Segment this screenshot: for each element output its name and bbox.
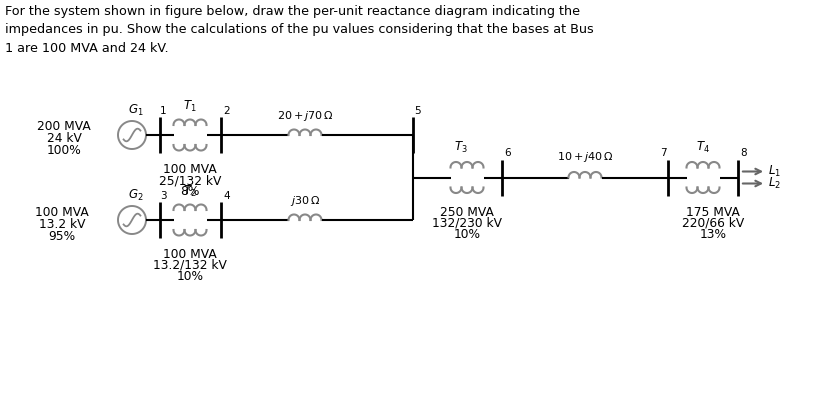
- Text: $L_1$: $L_1$: [768, 164, 781, 179]
- Text: 5: 5: [414, 106, 420, 116]
- Text: 4: 4: [223, 191, 229, 201]
- Text: $G_1$: $G_1$: [128, 103, 144, 118]
- Text: 100 MVA: 100 MVA: [163, 163, 217, 176]
- Text: $T_2$: $T_2$: [183, 184, 197, 199]
- Text: 3: 3: [160, 191, 167, 201]
- Text: 132/230 kV: 132/230 kV: [432, 216, 502, 230]
- Text: 8: 8: [740, 149, 746, 159]
- Text: $T_3$: $T_3$: [454, 140, 467, 156]
- Text: 25/132 kV: 25/132 kV: [159, 174, 221, 187]
- Text: 8%: 8%: [180, 185, 200, 198]
- Text: 200 MVA: 200 MVA: [37, 121, 91, 133]
- Text: 13%: 13%: [699, 228, 727, 240]
- Text: 100 MVA: 100 MVA: [163, 248, 217, 261]
- Text: 1: 1: [160, 106, 167, 116]
- Text: $T_4$: $T_4$: [696, 140, 710, 156]
- Text: 10%: 10%: [454, 228, 480, 240]
- Text: For the system shown in figure below, draw the per-unit reactance diagram indica: For the system shown in figure below, dr…: [5, 5, 593, 55]
- Text: 7: 7: [660, 149, 667, 159]
- Text: 175 MVA: 175 MVA: [686, 206, 740, 218]
- Text: $j30\,\Omega$: $j30\,\Omega$: [290, 194, 320, 208]
- Text: $10+ j40\,\Omega$: $10+ j40\,\Omega$: [557, 150, 614, 164]
- Text: 250 MVA: 250 MVA: [440, 206, 494, 218]
- Text: 2: 2: [223, 106, 229, 116]
- Text: 100 MVA: 100 MVA: [35, 206, 89, 218]
- Text: $L_2$: $L_2$: [768, 176, 781, 191]
- Text: 10%: 10%: [176, 270, 203, 283]
- Text: 95%: 95%: [49, 230, 76, 242]
- Text: $T_1$: $T_1$: [183, 99, 197, 114]
- Text: 6: 6: [504, 149, 511, 159]
- Text: 24 kV: 24 kV: [46, 133, 81, 145]
- Text: 100%: 100%: [46, 145, 81, 157]
- Text: 13.2 kV: 13.2 kV: [39, 218, 85, 230]
- Text: 220/66 kV: 220/66 kV: [682, 216, 744, 230]
- Text: 13.2/132 kV: 13.2/132 kV: [153, 259, 227, 272]
- Text: $20+ j70\,\Omega$: $20+ j70\,\Omega$: [276, 109, 333, 123]
- Text: $G_2$: $G_2$: [128, 188, 144, 203]
